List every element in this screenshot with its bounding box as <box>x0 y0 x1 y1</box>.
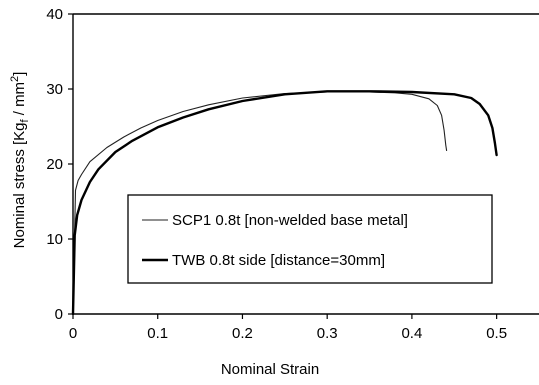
y-axis-ticks <box>68 13 73 315</box>
x-tick-label: 0 <box>69 325 77 342</box>
x-tick-label: 0.4 <box>401 325 422 342</box>
series-line-scp1 <box>72 91 448 315</box>
y-tick-label: 40 <box>46 6 63 23</box>
y-axis-title-sup: 2 <box>9 76 21 82</box>
y-tick-label: 30 <box>46 81 63 98</box>
series-lines <box>71 90 498 316</box>
x-tick-label: 0.2 <box>232 325 253 342</box>
y-axis-title-sub: f <box>19 118 31 122</box>
legend-label-scp1: SCP1 0.8t [non-welded base metal] <box>172 212 408 229</box>
legend-label-twb: TWB 0.8t side [distance=30mm] <box>172 252 385 269</box>
series-line-twb <box>71 90 498 316</box>
y-tick-label: 0 <box>55 306 63 323</box>
y-axis-title-mid: / mm <box>11 82 28 120</box>
y-axis-title-end: ] <box>11 72 28 76</box>
legend-box <box>127 194 493 284</box>
x-tick-label: 0.1 <box>147 325 168 342</box>
y-axis-title: Nominal stress [Kgf / mm2] <box>9 72 31 249</box>
x-tick-label: 0.5 <box>486 325 507 342</box>
y-axis-tick-labels: 0 10 20 30 40 <box>46 6 63 323</box>
x-axis-tick-labels: 0 0.1 0.2 0.3 0.4 0.5 <box>69 325 507 342</box>
legend: SCP1 0.8t [non-welded base metal] TWB 0.… <box>127 194 493 284</box>
y-tick-label: 10 <box>46 231 63 248</box>
x-tick-label: 0.3 <box>317 325 338 342</box>
y-axis-title-main: Nominal stress [Kg <box>11 122 28 248</box>
x-axis-ticks <box>72 314 498 319</box>
x-axis-title: Nominal Strain <box>221 361 319 378</box>
y-tick-label: 20 <box>46 156 63 173</box>
